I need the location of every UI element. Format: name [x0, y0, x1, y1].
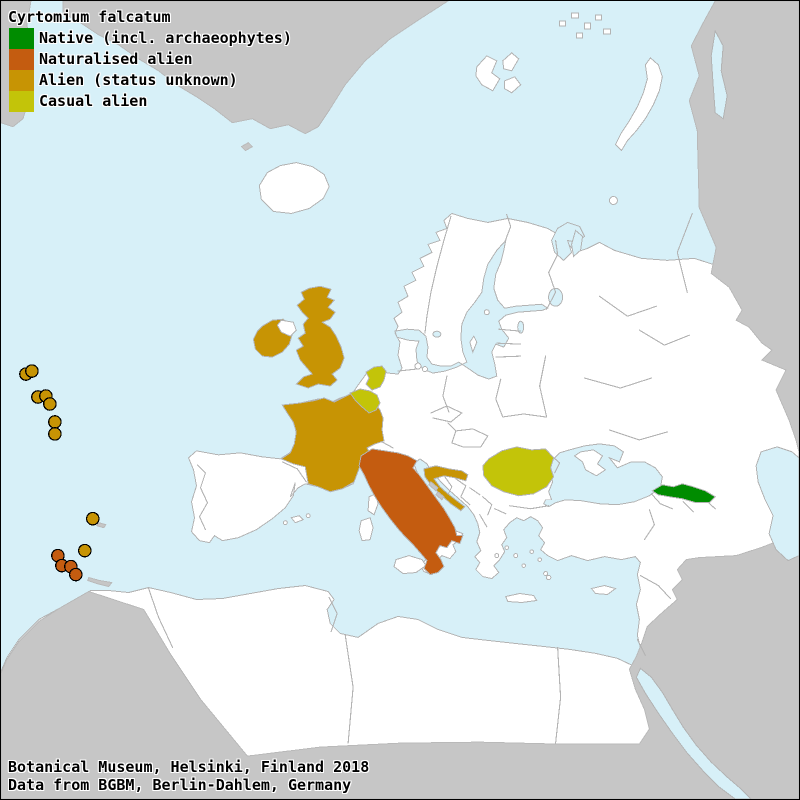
- alien-swatch: [9, 70, 34, 91]
- legend-item-native: Native (incl. archaeophytes): [9, 28, 409, 49]
- canary-islets: [87, 576, 113, 588]
- legend-label: Native (incl. archaeophytes): [39, 29, 292, 47]
- country-belgium-luxembourg: [349, 388, 381, 414]
- svalbard-ne: [502, 52, 520, 72]
- ob-gulf: [710, 29, 728, 120]
- country-romania: [482, 446, 555, 497]
- legend-label: Naturalised alien: [39, 50, 193, 68]
- cyprus: [590, 585, 617, 596]
- red-sea: [635, 667, 752, 799]
- sahara-arabia-landmass: [1, 532, 799, 799]
- novaya-zemlya: [614, 57, 663, 152]
- sardinia: [358, 517, 374, 542]
- legend-item-alien: Alien (status unknown): [9, 70, 409, 91]
- madeira-canary-dots: [51, 511, 100, 582]
- map-title: Cyrtomium falcatum: [8, 8, 171, 26]
- kolguyev-island: [608, 196, 618, 205]
- svalbard-e: [504, 76, 522, 94]
- funen: [421, 366, 428, 373]
- aland: [483, 309, 490, 316]
- aegean-islands: [494, 545, 552, 581]
- country-borders: [148, 212, 716, 744]
- northern-ireland: [276, 319, 297, 337]
- jan-mayen-island: [240, 142, 254, 152]
- black-sea: [542, 443, 663, 508]
- greenland-landmass: [62, 1, 449, 135]
- balearic-islands: [290, 515, 305, 524]
- country-great-britain: [295, 285, 345, 389]
- legend-label: Casual alien: [39, 92, 148, 110]
- country-france: [280, 392, 385, 493]
- iceland: [258, 162, 330, 214]
- madeira-islet: [95, 522, 107, 529]
- lake-vanern: [432, 330, 442, 338]
- credit-line-2: Data from BGBM, Berlin-Dahlem, Germany: [8, 776, 352, 794]
- naturalised-swatch: [9, 49, 34, 70]
- casual-swatch: [9, 91, 34, 112]
- baltic-sea: [394, 238, 549, 380]
- zealand: [414, 362, 422, 370]
- country-netherlands: [365, 365, 387, 391]
- azores-dots: [19, 364, 62, 441]
- croatian-islands: [428, 481, 445, 501]
- legend-item-casual: Casual alien: [9, 91, 409, 112]
- caspian-sea: [755, 446, 799, 562]
- legend-label: Alien (status unknown): [39, 71, 238, 89]
- gotland: [469, 335, 478, 354]
- franz-josef-land: [559, 12, 611, 39]
- crimea: [573, 449, 607, 477]
- svalbard: [475, 55, 501, 92]
- country-georgia: [651, 483, 717, 504]
- lake-onega: [571, 229, 584, 258]
- native-swatch: [9, 28, 34, 49]
- menorca: [305, 513, 311, 519]
- credit-line-1: Botanical Museum, Helsinki, Finland 2018: [8, 758, 370, 776]
- lake-peipus: [517, 320, 525, 334]
- legend-item-naturalised: Naturalised alien: [9, 49, 409, 70]
- lake-ladoga: [548, 287, 564, 307]
- sicily: [393, 555, 427, 575]
- crete: [505, 593, 538, 603]
- country-italy: [358, 448, 464, 576]
- ibiza: [282, 520, 288, 526]
